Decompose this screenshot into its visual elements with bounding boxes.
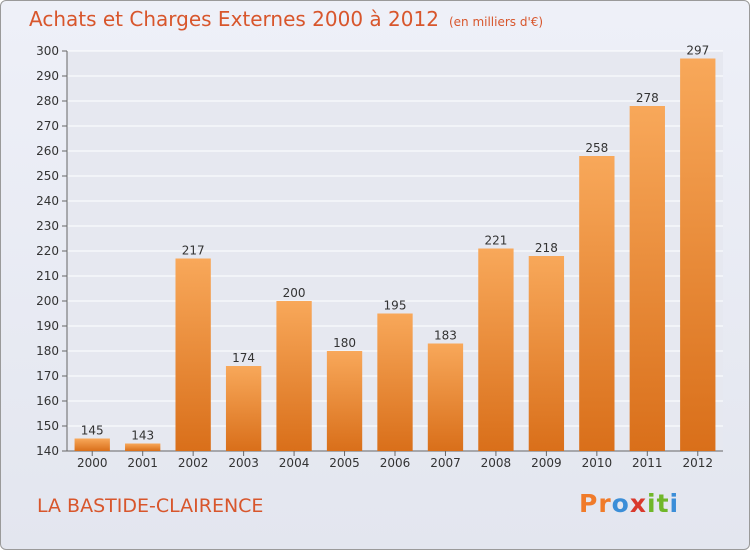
data-label: 297 bbox=[686, 44, 709, 58]
x-tick-label: 2011 bbox=[632, 456, 663, 470]
y-tick-label: 290 bbox=[36, 69, 59, 83]
y-tick-label: 150 bbox=[36, 419, 59, 433]
data-label: 200 bbox=[283, 286, 306, 300]
bar bbox=[125, 443, 161, 451]
bar bbox=[276, 301, 312, 451]
data-label: 183 bbox=[434, 329, 457, 343]
logo-letter: i bbox=[647, 489, 657, 518]
x-tick-label: 2004 bbox=[279, 456, 310, 470]
y-tick-label: 280 bbox=[36, 94, 59, 108]
data-label: 218 bbox=[535, 241, 558, 255]
y-tick-label: 160 bbox=[36, 394, 59, 408]
x-tick-label: 2006 bbox=[380, 456, 411, 470]
data-label: 145 bbox=[81, 424, 104, 438]
y-tick-label: 140 bbox=[36, 444, 59, 458]
bar bbox=[680, 58, 716, 451]
bar bbox=[427, 343, 464, 451]
x-tick-label: 2009 bbox=[531, 456, 562, 470]
y-tick-label: 170 bbox=[36, 369, 59, 383]
bar bbox=[478, 248, 514, 451]
proxiti-logo: Proxiti bbox=[579, 489, 679, 518]
bar bbox=[528, 256, 565, 451]
data-label: 258 bbox=[585, 141, 608, 155]
data-label: 174 bbox=[232, 351, 255, 365]
logo-letter: x bbox=[629, 489, 647, 518]
data-label: 143 bbox=[131, 429, 154, 443]
commune-name: LA BASTIDE-CLAIRENCE bbox=[37, 495, 264, 517]
data-label: 180 bbox=[333, 336, 356, 350]
x-tick-label: 2010 bbox=[582, 456, 613, 470]
logo-letter: o bbox=[611, 489, 630, 518]
chart-subtitle: (en milliers d'€) bbox=[448, 15, 544, 29]
y-tick-label: 180 bbox=[36, 344, 59, 358]
data-label: 195 bbox=[384, 299, 407, 313]
bar bbox=[175, 258, 211, 451]
bar bbox=[579, 156, 615, 451]
x-tick-label: 2005 bbox=[329, 456, 360, 470]
x-tick-label: 2002 bbox=[178, 456, 209, 470]
y-tick-label: 190 bbox=[36, 319, 59, 333]
x-tick-label: 2007 bbox=[430, 456, 461, 470]
y-tick-label: 250 bbox=[36, 169, 59, 183]
y-tick-label: 260 bbox=[36, 144, 59, 158]
y-tick-label: 270 bbox=[36, 119, 59, 133]
y-tick-label: 200 bbox=[36, 294, 59, 308]
bar bbox=[225, 366, 262, 451]
bar bbox=[377, 313, 413, 451]
chart-title: Achats et Charges Externes 2000 à 2012 bbox=[29, 7, 439, 31]
y-tick-label: 300 bbox=[36, 44, 59, 58]
data-label: 221 bbox=[484, 234, 507, 248]
y-tick-label: 210 bbox=[36, 269, 59, 283]
logo-letter: r bbox=[598, 489, 612, 518]
x-tick-label: 2008 bbox=[481, 456, 512, 470]
x-tick-label: 2003 bbox=[228, 456, 259, 470]
logo-letter: i bbox=[669, 489, 680, 518]
y-tick-label: 220 bbox=[36, 244, 59, 258]
logo-letter: t bbox=[656, 489, 670, 518]
x-tick-label: 2000 bbox=[77, 456, 108, 470]
data-label: 217 bbox=[182, 244, 205, 258]
chart-header: Achats et Charges Externes 2000 à 2012 (e… bbox=[29, 7, 543, 31]
logo-letter: P bbox=[579, 489, 599, 518]
bar bbox=[326, 351, 363, 451]
x-tick-label: 2001 bbox=[127, 456, 158, 470]
data-label: 278 bbox=[636, 91, 659, 105]
bar bbox=[74, 438, 110, 451]
y-tick-label: 230 bbox=[36, 219, 59, 233]
bar bbox=[629, 106, 665, 451]
y-tick-label: 240 bbox=[36, 194, 59, 208]
x-tick-label: 2012 bbox=[682, 456, 713, 470]
